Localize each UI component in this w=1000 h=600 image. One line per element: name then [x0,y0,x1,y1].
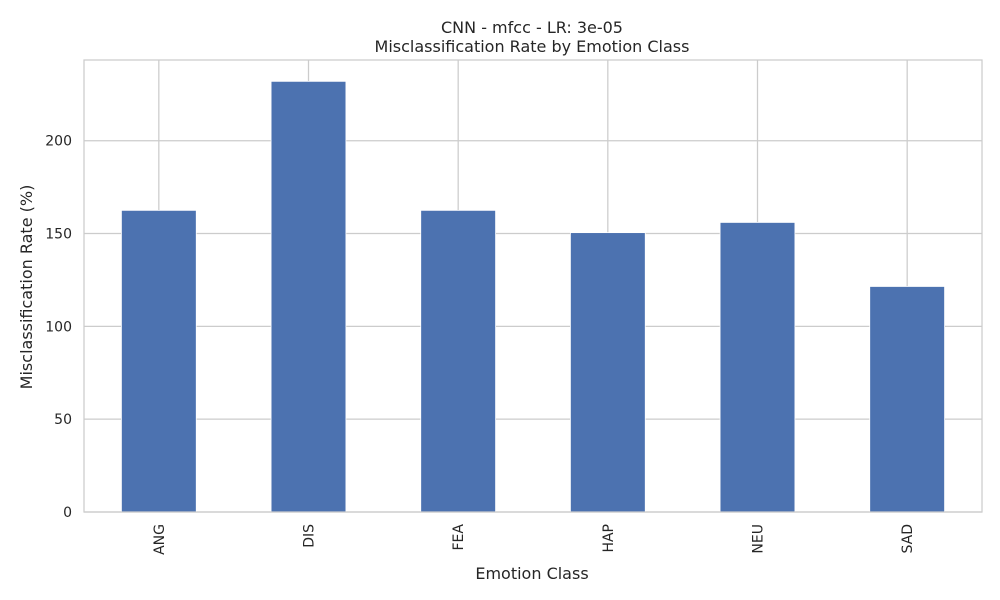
x-tick-label-dis: DIS [302,524,318,548]
y-tick-label: 200 [45,134,72,150]
bar-hap [570,232,646,513]
bar-neu [719,222,796,513]
bar-fea [420,209,496,513]
bar-ang [121,209,197,513]
chart-title-line-1: CNN - mfcc - LR: 3e-05 [441,18,623,37]
bar-dis [270,80,347,513]
plot-area [83,59,983,513]
x-tick-labels: ANG DIS FEA HAP NEU SAD [152,524,916,555]
y-tick-label: 100 [45,319,72,335]
y-tick-label: 0 [63,505,72,521]
x-tick-label-ang: ANG [152,524,168,555]
y-tick-labels: 0 50 100 150 200 [45,134,72,521]
y-tick-label: 50 [54,412,72,428]
x-tick-label-neu: NEU [751,524,767,554]
x-tick-label-fea: FEA [451,524,467,551]
chart-title-line-2: Misclassification Rate by Emotion Class [375,37,690,56]
x-axis-label: Emotion Class [475,564,588,583]
x-tick-label-hap: HAP [601,524,617,553]
bar-sad [869,286,945,513]
y-tick-label: 150 [45,227,72,243]
x-tick-label-sad: SAD [900,524,916,554]
bars [121,80,945,513]
y-axis-label: Misclassification Rate (%) [17,185,36,390]
grid-lines [84,60,982,513]
